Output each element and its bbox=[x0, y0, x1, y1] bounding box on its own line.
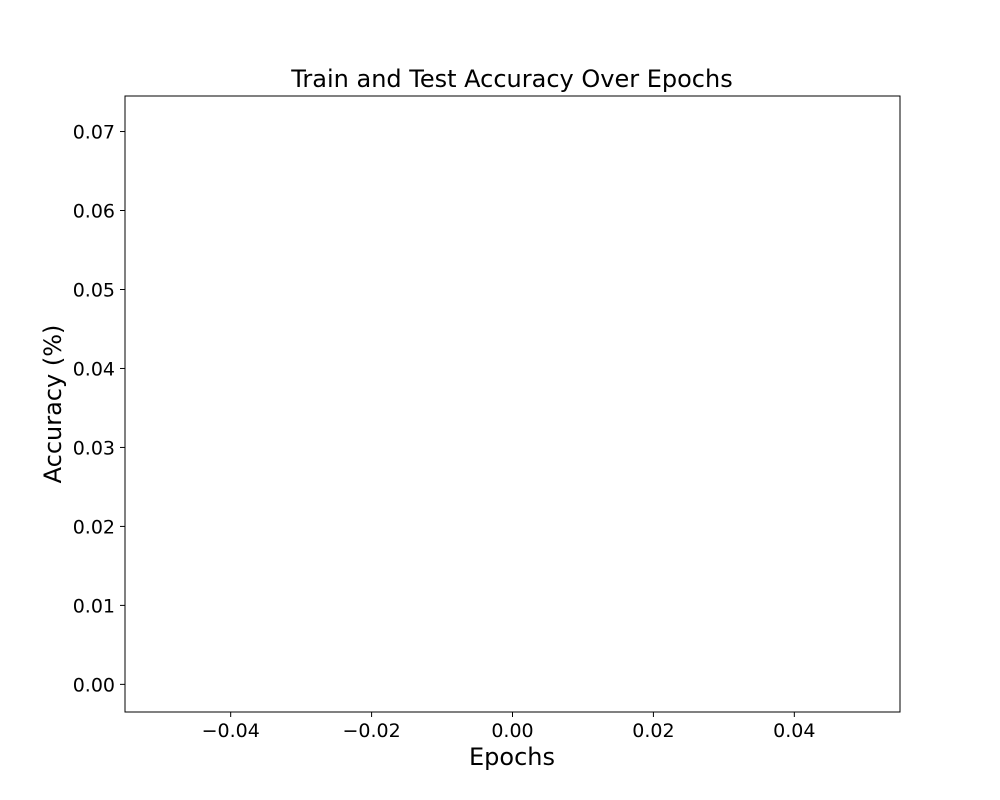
y-tick-label: 0.03 bbox=[73, 437, 115, 459]
y-axis-label: Accuracy (%) bbox=[39, 325, 67, 484]
y-tick-label: 0.02 bbox=[73, 516, 115, 538]
y-axis: 0.00 0.01 0.02 0.03 0.04 0.05 0.06 0.07 bbox=[73, 122, 125, 696]
x-axis-label: Epochs bbox=[469, 743, 555, 771]
x-tick-label: −0.02 bbox=[342, 720, 400, 742]
y-tick-label: 0.05 bbox=[73, 279, 115, 301]
plot-area bbox=[124, 95, 901, 713]
x-axis: −0.04 −0.02 0.00 0.02 0.04 bbox=[202, 712, 815, 742]
y-tick-label: 0.01 bbox=[73, 595, 115, 617]
y-tick-label: 0.07 bbox=[73, 122, 115, 144]
x-tick-label: −0.04 bbox=[202, 720, 260, 742]
y-tick-label: 0.06 bbox=[73, 201, 115, 223]
y-tick-label: 0.04 bbox=[73, 358, 115, 380]
x-tick-label: 0.02 bbox=[632, 720, 674, 742]
y-tick-label: 0.00 bbox=[73, 674, 115, 696]
x-tick-label: 0.04 bbox=[773, 720, 815, 742]
chart-title: Train and Test Accuracy Over Epochs bbox=[290, 65, 732, 93]
x-tick-label: 0.00 bbox=[491, 720, 533, 742]
